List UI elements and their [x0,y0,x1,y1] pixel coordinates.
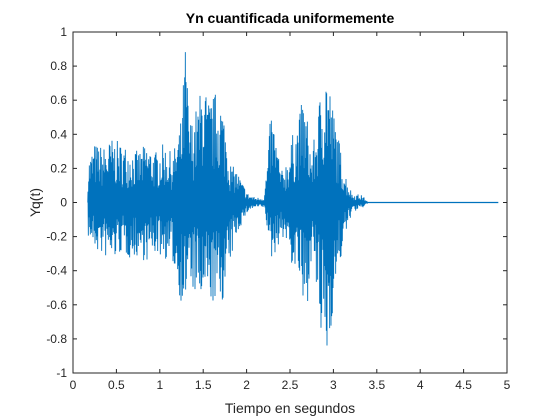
x-tick-label: 3 [330,378,337,392]
y-tick-label: 0.6 [50,93,67,107]
y-tick-label: 0 [60,196,67,210]
y-tick-label: -0.8 [46,332,67,346]
y-tick-label: -0.4 [46,264,67,278]
y-axis-label: Yq(t) [27,188,43,217]
y-axis-ticks: -1 -0.8 -0.6 -0.4 -0.2 0 0.2 0.4 0.6 0.8 1 [46,25,507,380]
x-axis-ticks: 0 0.5 1 1.5 2 2.5 3 3.5 4 4.5 5 [70,32,511,392]
signal-series [87,52,499,346]
y-tick-label: 0.4 [50,127,67,141]
x-tick-label: 0.5 [108,378,125,392]
y-tick-label: 1 [60,25,67,39]
x-tick-label: 1.5 [195,378,212,392]
y-tick-label: 0.8 [50,59,67,73]
x-tick-label: 4.5 [455,378,472,392]
x-tick-label: 4 [417,378,424,392]
x-tick-label: 5 [504,378,511,392]
x-tick-label: 2.5 [282,378,299,392]
y-tick-label: -1 [56,366,67,380]
x-tick-label: 2 [243,378,250,392]
x-tick-label: 0 [70,378,77,392]
chart-title: Yn cuantificada uniformemente [186,10,395,26]
y-tick-label: -0.6 [46,298,67,312]
y-tick-label: 0.2 [50,161,67,175]
x-axis-label: Tiempo en segundos [225,400,355,416]
y-tick-label: -0.2 [46,230,67,244]
x-tick-label: 3.5 [368,378,385,392]
x-tick-label: 1 [156,378,163,392]
